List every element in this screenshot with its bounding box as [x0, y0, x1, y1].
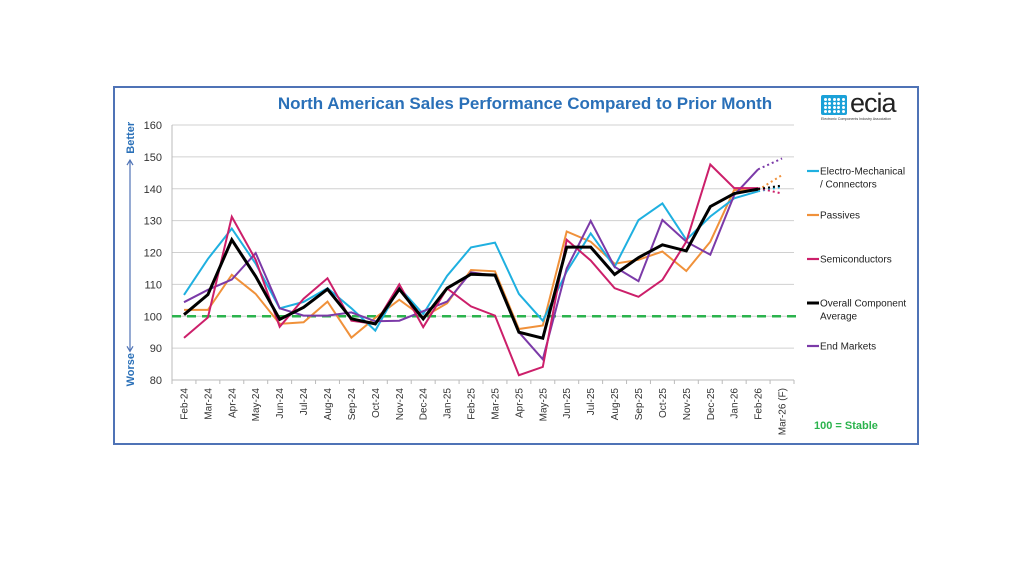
- x-tick-label: Jul-25: [586, 388, 597, 416]
- logo-subtitle: Electronic Components Industry Associati…: [821, 117, 892, 121]
- forecast-segment: [757, 184, 783, 191]
- x-tick-label: Aug-25: [610, 388, 621, 421]
- x-tick-label: Jun-25: [562, 388, 573, 419]
- logo-dot: [832, 97, 836, 101]
- forecast-segment: [757, 185, 783, 193]
- x-tick-label: Mar-24: [203, 388, 214, 420]
- x-tick-label: Oct-24: [371, 388, 382, 418]
- legend-item: Semiconductors: [807, 255, 892, 266]
- series-overall-component-average: [183, 184, 783, 341]
- logo-dot: [832, 110, 836, 114]
- logo-dot: [828, 101, 832, 105]
- legend-label: Overall Component: [820, 299, 906, 310]
- line-chart: 80 90 100 110 120 130 140 150 160 Feb-24 Mar-24 Ap…: [125, 120, 906, 435]
- logo-dot: [837, 101, 841, 105]
- x-tick-label: Aug-24: [323, 388, 334, 421]
- x-tick-label: Sep-25: [634, 388, 645, 421]
- ecia-logo-mark-icon: [821, 95, 847, 115]
- logo-dot: [824, 110, 827, 114]
- x-tick-label: Sep-24: [347, 388, 358, 421]
- logo-dot: [828, 110, 832, 114]
- x-tick-label: Feb-25: [467, 388, 478, 420]
- legend-label: / Connectors: [820, 180, 877, 191]
- logo-dot: [841, 106, 845, 110]
- arrow-up-icon: [126, 158, 134, 166]
- logo-dot: [841, 101, 845, 105]
- x-tick-label: Jun-24: [275, 388, 286, 419]
- y-tick-label: 100: [144, 311, 162, 323]
- legend-item: Overall Component Average: [807, 299, 906, 323]
- logo-dot: [841, 97, 845, 101]
- series-line: [183, 190, 759, 333]
- x-tick-label: Nov-24: [395, 388, 406, 421]
- legend-label: Average: [820, 312, 858, 323]
- series-lines: [183, 157, 783, 377]
- x-tick-label: May-24: [251, 388, 262, 422]
- chart-title: North American Sales Performance Compare…: [277, 94, 773, 113]
- x-tick-label: Jan-26: [730, 388, 741, 419]
- y-tick-label: 130: [144, 216, 162, 228]
- forecast-segment: [757, 187, 783, 195]
- logo-dot: [837, 106, 841, 110]
- legend-label: End Markets: [820, 342, 876, 353]
- logo-dot: [828, 97, 832, 101]
- better-worse-axis: Better Worse: [125, 121, 137, 386]
- logo-dot: [832, 101, 836, 105]
- y-axis-ticks: 80 90 100 110 120 130 140 150 160: [144, 120, 162, 387]
- legend-item: Passives: [807, 211, 860, 222]
- x-tick-label: Dec-25: [706, 388, 717, 421]
- worse-label: Worse: [125, 353, 137, 386]
- logo-dot: [828, 106, 832, 110]
- x-tick-label: Jul-24: [299, 388, 310, 416]
- y-tick-label: 140: [144, 184, 162, 196]
- series-line: [183, 168, 759, 362]
- legend-item: End Markets: [807, 342, 876, 353]
- series-passives: [184, 174, 783, 340]
- x-tick-label: Oct-25: [658, 388, 669, 418]
- x-tick-label: May-25: [538, 388, 549, 422]
- series-line: [183, 187, 759, 341]
- better-label: Better: [125, 121, 137, 154]
- x-tick-label: Feb-26: [754, 388, 765, 420]
- x-tick-label: Apr-25: [514, 388, 525, 418]
- x-tick-label: Nov-25: [682, 388, 693, 421]
- logo-dot: [824, 106, 827, 110]
- x-axis: Feb-24 Mar-24 Apr-24 May-24 Jun-24 Jul-24 Aug-…: [171, 125, 795, 435]
- x-tick-label: Mar-25: [490, 388, 501, 420]
- stable-note: 100 = Stable: [814, 420, 878, 432]
- chart-frame: North American Sales Performance Compare…: [113, 86, 919, 445]
- y-tick-label: 150: [144, 152, 162, 164]
- ecia-logo: ecia Electronic Components Industry Asso…: [821, 88, 913, 124]
- logo-dot: [832, 106, 836, 110]
- logo-dot: [841, 110, 845, 114]
- x-tick-label: Jan-25: [443, 388, 454, 419]
- x-tick-label: Mar-26 (F): [778, 388, 789, 435]
- series-end-markets: [183, 157, 783, 362]
- forecast-segment: [757, 157, 783, 171]
- series-semiconductors: [183, 162, 783, 377]
- logo-dot: [837, 97, 841, 101]
- legend-label: Passives: [820, 211, 860, 222]
- logo-text: ecia: [850, 88, 897, 118]
- legend-label: Semiconductors: [820, 255, 892, 266]
- legend-item: Electro-Mechanical / Connectors: [807, 167, 905, 191]
- logo-dot: [824, 97, 827, 101]
- legend-label: Electro-Mechanical: [820, 167, 905, 178]
- y-tick-label: 120: [144, 248, 162, 260]
- x-tick-label: Feb-24: [179, 388, 190, 420]
- y-tick-label: 80: [150, 375, 162, 387]
- logo-dot: [837, 110, 841, 114]
- arrow-down-icon: [126, 346, 134, 353]
- legend: Electro-Mechanical / Connectors Passives Se…: [807, 167, 906, 353]
- y-tick-label: 90: [150, 343, 162, 355]
- x-tick-label: Dec-24: [419, 388, 430, 421]
- y-tick-label: 160: [144, 120, 162, 132]
- series-line: [183, 162, 759, 377]
- y-tick-label: 110: [144, 279, 162, 291]
- x-tick-label: Apr-24: [227, 388, 238, 418]
- logo-dot: [824, 101, 827, 105]
